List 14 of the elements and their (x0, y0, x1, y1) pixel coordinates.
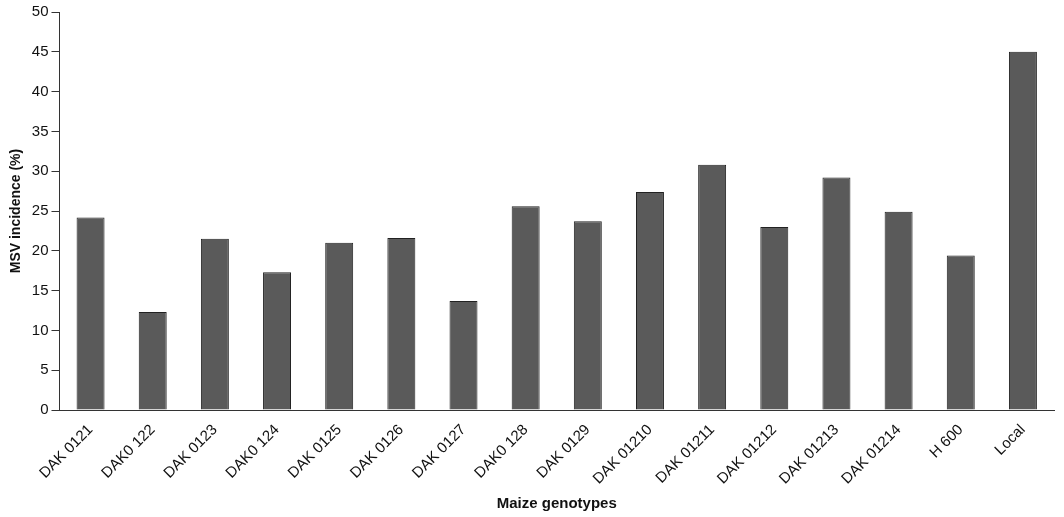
y-tick-label: 20 (31, 240, 49, 258)
y-tick-label: 10 (31, 320, 49, 338)
y-tick-label: 50 (31, 2, 49, 20)
y-tick-label: 0 (40, 400, 49, 418)
y-axis-title: MSV incidence (%) (7, 148, 24, 274)
y-tick-label: 35 (31, 121, 49, 139)
y-tick-label: 30 (31, 161, 49, 179)
y-tick-label: 15 (31, 280, 49, 298)
x-axis-title: Maize genotypes (496, 494, 617, 512)
y-tick-label: 45 (31, 41, 49, 59)
y-tick-label: 25 (31, 201, 49, 219)
y-tick-label: 40 (31, 81, 49, 99)
y-tick-label: 5 (40, 360, 49, 378)
x-tick-label: H 600 (925, 420, 966, 461)
